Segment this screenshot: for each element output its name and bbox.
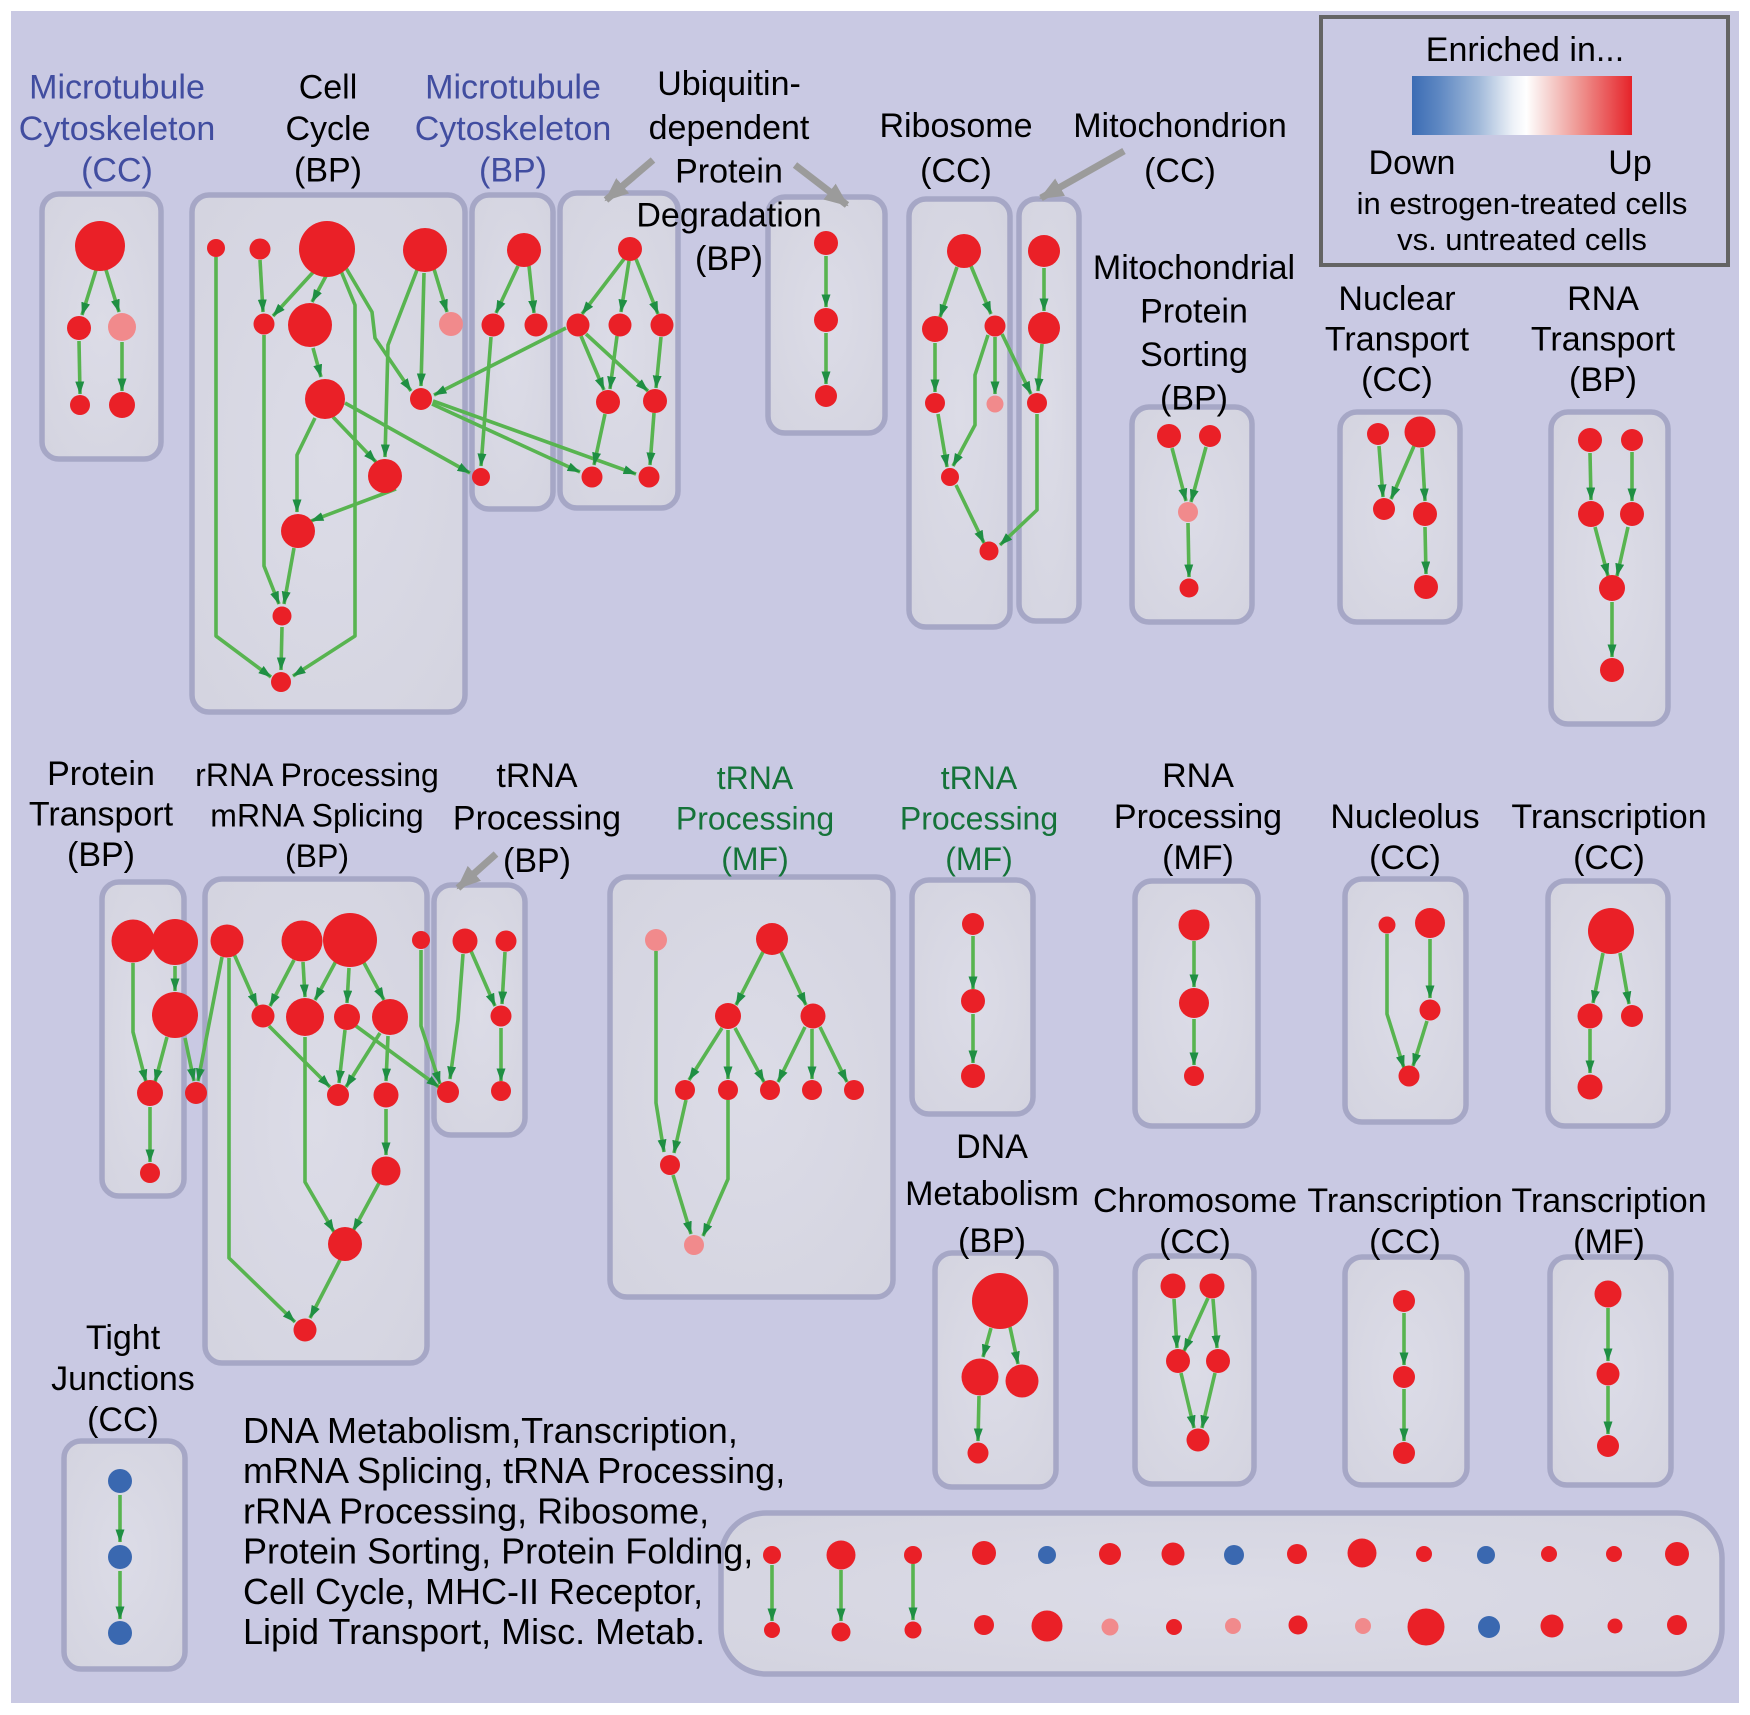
svg-text:(CC): (CC) <box>1361 361 1433 399</box>
svg-text:Protein: Protein <box>47 755 155 793</box>
svg-text:(BP): (BP) <box>503 842 571 880</box>
svg-text:(CC): (CC) <box>1573 839 1645 877</box>
svg-text:Nucleolus: Nucleolus <box>1330 798 1479 836</box>
svg-text:Cell: Cell <box>299 69 358 107</box>
svg-text:Transcription: Transcription <box>1511 798 1706 836</box>
svg-text:(BP): (BP) <box>1569 361 1637 399</box>
svg-text:Degradation: Degradation <box>636 196 821 234</box>
svg-text:mRNA Splicing, tRNA Processing: mRNA Splicing, tRNA Processing, <box>243 1450 785 1491</box>
svg-text:Transport: Transport <box>29 796 174 834</box>
svg-text:tRNA: tRNA <box>496 757 578 795</box>
svg-text:Nuclear: Nuclear <box>1338 280 1455 318</box>
svg-text:(CC): (CC) <box>1144 152 1216 190</box>
svg-text:Mitochondrion: Mitochondrion <box>1073 107 1287 145</box>
svg-text:Metabolism: Metabolism <box>905 1175 1079 1213</box>
svg-text:Protein: Protein <box>675 153 783 191</box>
svg-text:(BP): (BP) <box>294 152 362 190</box>
svg-text:(CC): (CC) <box>87 1401 159 1439</box>
svg-text:Mitochondrial: Mitochondrial <box>1093 249 1295 287</box>
svg-text:Transport: Transport <box>1531 321 1676 359</box>
svg-text:Protein: Protein <box>1140 293 1248 331</box>
svg-text:Processing: Processing <box>453 800 621 838</box>
svg-text:(BP): (BP) <box>285 838 349 874</box>
svg-text:Transport: Transport <box>1325 321 1470 359</box>
svg-text:Tight: Tight <box>86 1319 161 1357</box>
svg-text:in estrogen-treated cells: in estrogen-treated cells <box>1357 186 1688 221</box>
svg-text:tRNA: tRNA <box>717 760 794 796</box>
svg-text:(BP): (BP) <box>1160 380 1228 418</box>
svg-text:Processing: Processing <box>676 801 834 837</box>
svg-text:Up: Up <box>1608 144 1651 182</box>
svg-text:DNA Metabolism,Transcription,: DNA Metabolism,Transcription, <box>243 1410 738 1451</box>
svg-text:Processing: Processing <box>900 801 1058 837</box>
svg-text:(CC): (CC) <box>81 152 153 190</box>
svg-text:(BP): (BP) <box>479 152 547 190</box>
svg-text:Processing: Processing <box>1114 798 1282 836</box>
svg-text:(BP): (BP) <box>67 836 135 874</box>
svg-text:Cytoskeleton: Cytoskeleton <box>415 110 612 148</box>
svg-text:(CC): (CC) <box>920 152 992 190</box>
svg-text:Down: Down <box>1369 144 1456 182</box>
svg-text:Cytoskeleton: Cytoskeleton <box>19 110 216 148</box>
svg-text:Ubiquitin-: Ubiquitin- <box>657 65 801 103</box>
svg-text:vs. untreated cells: vs. untreated cells <box>1397 222 1647 257</box>
svg-text:Microtubule: Microtubule <box>29 69 205 107</box>
svg-text:(BP): (BP) <box>695 240 763 278</box>
svg-text:(MF): (MF) <box>945 841 1013 877</box>
svg-text:Protein Sorting, Protein Foldi: Protein Sorting, Protein Folding, <box>243 1531 753 1572</box>
svg-text:(CC): (CC) <box>1159 1223 1231 1261</box>
svg-text:dependent: dependent <box>649 109 810 147</box>
svg-text:Ribosome: Ribosome <box>879 107 1032 145</box>
svg-text:Enriched in...: Enriched in... <box>1426 31 1624 69</box>
svg-text:(MF): (MF) <box>1573 1223 1645 1261</box>
svg-text:tRNA: tRNA <box>941 760 1018 796</box>
svg-text:Cycle: Cycle <box>285 110 370 148</box>
svg-text:DNA: DNA <box>956 1128 1028 1166</box>
svg-text:Sorting: Sorting <box>1140 336 1248 374</box>
svg-text:rRNA Processing: rRNA Processing <box>195 757 439 793</box>
svg-text:rRNA Processing, Ribosome,: rRNA Processing, Ribosome, <box>243 1490 709 1531</box>
svg-text:Transcription: Transcription <box>1511 1182 1706 1220</box>
svg-text:(MF): (MF) <box>1162 839 1234 877</box>
svg-text:(CC): (CC) <box>1369 1223 1441 1261</box>
svg-text:(BP): (BP) <box>958 1222 1026 1260</box>
svg-text:Lipid Transport, Misc. Metab.: Lipid Transport, Misc. Metab. <box>243 1611 705 1652</box>
svg-text:Chromosome: Chromosome <box>1093 1182 1297 1220</box>
svg-text:Cell Cycle, MHC-II Receptor,: Cell Cycle, MHC-II Receptor, <box>243 1571 703 1612</box>
svg-text:Microtubule: Microtubule <box>425 69 601 107</box>
svg-text:RNA: RNA <box>1162 757 1234 795</box>
svg-text:RNA: RNA <box>1567 280 1639 318</box>
svg-text:(CC): (CC) <box>1369 839 1441 877</box>
svg-text:mRNA Splicing: mRNA Splicing <box>210 798 423 834</box>
svg-text:(MF): (MF) <box>721 841 789 877</box>
svg-text:Transcription: Transcription <box>1307 1182 1502 1220</box>
svg-text:Junctions: Junctions <box>51 1360 195 1398</box>
